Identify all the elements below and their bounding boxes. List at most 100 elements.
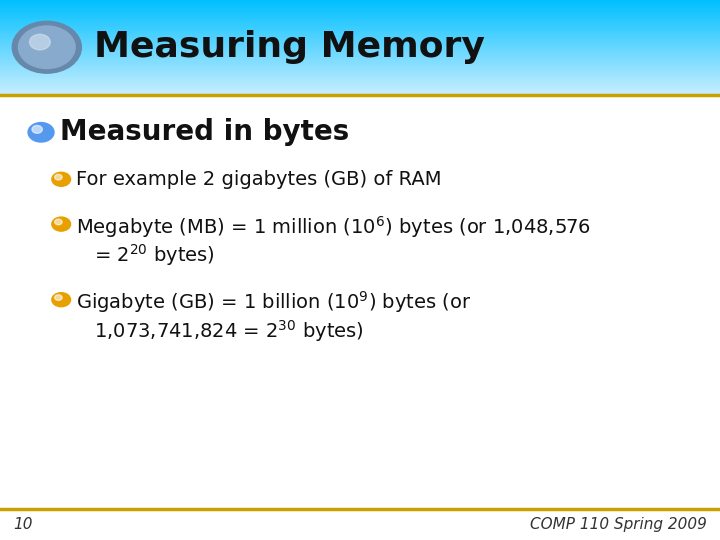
Bar bbox=[0, 75, 720, 77]
Bar bbox=[0, 55, 720, 57]
Circle shape bbox=[19, 26, 75, 69]
Bar bbox=[0, 56, 720, 58]
Bar bbox=[0, 84, 720, 86]
Bar bbox=[0, 58, 720, 60]
Bar bbox=[0, 26, 720, 29]
Text: = 2$^{20}$ bytes): = 2$^{20}$ bytes) bbox=[94, 242, 215, 268]
Bar bbox=[0, 89, 720, 91]
Bar bbox=[0, 4, 720, 6]
Bar bbox=[0, 45, 720, 47]
Bar bbox=[0, 1, 720, 4]
Text: 1,073,741,824 = 2$^{30}$ bytes): 1,073,741,824 = 2$^{30}$ bytes) bbox=[94, 318, 364, 344]
Bar bbox=[0, 18, 720, 20]
Bar bbox=[0, 62, 720, 64]
Bar bbox=[0, 46, 720, 49]
Circle shape bbox=[12, 21, 81, 73]
Bar bbox=[0, 64, 720, 66]
Bar bbox=[0, 17, 720, 19]
Circle shape bbox=[52, 293, 71, 307]
Bar bbox=[0, 79, 720, 82]
Bar bbox=[0, 12, 720, 14]
Bar bbox=[0, 24, 720, 26]
Bar bbox=[0, 19, 720, 21]
Bar bbox=[0, 13, 720, 15]
Bar bbox=[0, 73, 720, 76]
Bar bbox=[0, 27, 720, 30]
Bar bbox=[0, 10, 720, 12]
Bar bbox=[0, 38, 720, 40]
Bar bbox=[0, 39, 720, 42]
Text: Gigabyte (GB) = 1 billion (10$^9$) bytes (or: Gigabyte (GB) = 1 billion (10$^9$) bytes… bbox=[76, 289, 471, 315]
Bar bbox=[0, 92, 720, 94]
Bar bbox=[0, 59, 720, 62]
Bar bbox=[0, 66, 720, 69]
Circle shape bbox=[52, 217, 71, 231]
Bar bbox=[0, 22, 720, 24]
Circle shape bbox=[30, 34, 50, 50]
Text: 10: 10 bbox=[13, 517, 32, 532]
Bar bbox=[0, 6, 720, 8]
Bar bbox=[0, 0, 720, 2]
Bar bbox=[0, 0, 720, 1]
Circle shape bbox=[52, 172, 71, 186]
Bar bbox=[0, 16, 720, 18]
Bar bbox=[0, 57, 720, 59]
Bar bbox=[0, 87, 720, 90]
Circle shape bbox=[55, 219, 62, 225]
Bar bbox=[0, 91, 720, 93]
Text: Measured in bytes: Measured in bytes bbox=[60, 118, 350, 146]
Bar bbox=[0, 63, 720, 65]
Bar bbox=[0, 44, 720, 46]
Bar bbox=[0, 72, 720, 75]
Bar bbox=[0, 52, 720, 55]
Bar bbox=[0, 3, 720, 5]
Bar bbox=[0, 68, 720, 70]
Bar bbox=[0, 53, 720, 56]
Bar bbox=[0, 7, 720, 10]
Bar bbox=[0, 83, 720, 85]
Bar bbox=[0, 70, 720, 72]
Bar bbox=[0, 36, 720, 38]
Bar bbox=[0, 51, 720, 53]
Bar bbox=[0, 49, 720, 51]
Bar bbox=[0, 40, 720, 43]
Bar bbox=[0, 33, 720, 36]
Bar bbox=[0, 30, 720, 32]
Bar bbox=[0, 25, 720, 27]
Bar bbox=[0, 71, 720, 73]
Bar bbox=[0, 60, 720, 63]
Bar bbox=[0, 65, 720, 68]
Circle shape bbox=[55, 174, 62, 180]
Bar bbox=[0, 43, 720, 45]
Bar bbox=[0, 42, 720, 44]
Bar bbox=[0, 23, 720, 25]
Bar bbox=[0, 76, 720, 78]
Bar bbox=[0, 29, 720, 31]
Text: COMP 110 Spring 2009: COMP 110 Spring 2009 bbox=[530, 517, 707, 532]
Bar bbox=[0, 80, 720, 83]
Bar bbox=[0, 69, 720, 71]
Bar bbox=[0, 48, 720, 50]
Text: For example 2 gigabytes (GB) of RAM: For example 2 gigabytes (GB) of RAM bbox=[76, 170, 441, 189]
Bar bbox=[0, 37, 720, 39]
Bar bbox=[0, 32, 720, 34]
Bar bbox=[0, 31, 720, 33]
Bar bbox=[0, 5, 720, 7]
Bar bbox=[0, 14, 720, 17]
Circle shape bbox=[28, 123, 54, 142]
Bar bbox=[0, 20, 720, 23]
Circle shape bbox=[32, 125, 42, 133]
Circle shape bbox=[55, 295, 62, 300]
Bar bbox=[0, 77, 720, 79]
Bar bbox=[0, 50, 720, 52]
Text: Megabyte (MB) = 1 million (10$^6$) bytes (or 1,048,576: Megabyte (MB) = 1 million (10$^6$) bytes… bbox=[76, 214, 590, 240]
Bar bbox=[0, 78, 720, 80]
Bar bbox=[0, 85, 720, 87]
Bar bbox=[0, 90, 720, 92]
Bar bbox=[0, 82, 720, 84]
Bar bbox=[0, 86, 720, 89]
Bar bbox=[0, 8, 720, 11]
Bar bbox=[0, 11, 720, 13]
Bar bbox=[0, 35, 720, 37]
Text: Measuring Memory: Measuring Memory bbox=[94, 30, 485, 64]
